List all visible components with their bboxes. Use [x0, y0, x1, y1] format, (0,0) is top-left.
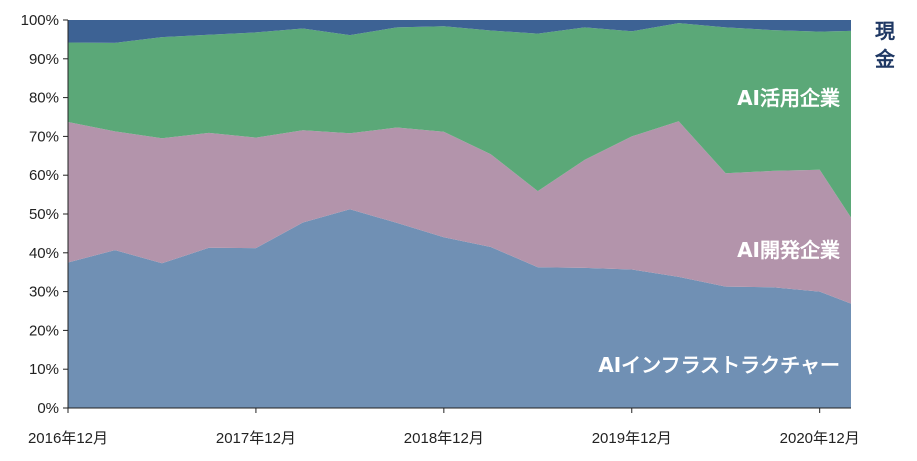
y-tick-label: 100%	[21, 12, 59, 29]
area-series-1	[68, 121, 851, 304]
y-tick-label: 90%	[29, 51, 59, 68]
y-tick-label: 0%	[37, 400, 59, 417]
series-label-ai-utilization: AI活用企業	[737, 86, 841, 110]
x-tick-label: 2019年12月	[592, 430, 672, 447]
y-tick-label: 60%	[29, 167, 59, 184]
series-label-ai-infrastructure: AIインフラストラクチャー	[598, 353, 840, 377]
series-label-cash: 現金	[874, 19, 896, 71]
series-label-ai-development: AI開発企業	[737, 238, 841, 262]
area-series-2	[68, 23, 851, 218]
y-tick-label: 70%	[29, 128, 59, 145]
area-series-3	[68, 20, 851, 43]
x-tick-label: 2020年12月	[780, 430, 860, 447]
x-tick-label: 2016年12月	[28, 430, 108, 447]
y-tick-label: 30%	[29, 284, 59, 301]
area-layers	[68, 20, 851, 408]
area-series-0	[68, 209, 851, 408]
y-axis-ticks: 0% 10% 20% 30% 40% 50% 60% 70% 80% 90% 100%	[21, 12, 68, 417]
y-tick-label: 10%	[29, 361, 59, 378]
axes: 0% 10% 20% 30% 40% 50% 60% 70% 80% 90% 100% 2016年1…	[21, 12, 860, 447]
y-tick-label: 50%	[29, 206, 59, 223]
y-tick-label: 20%	[29, 322, 59, 339]
x-tick-label: 2017年12月	[216, 430, 296, 447]
x-axis-ticks: 2016年12月 2017年12月 2018年12月 2019年12月 2020年12月	[28, 408, 860, 447]
y-tick-label: 40%	[29, 245, 59, 262]
x-tick-label: 2018年12月	[404, 430, 484, 447]
y-tick-label: 80%	[29, 90, 59, 107]
